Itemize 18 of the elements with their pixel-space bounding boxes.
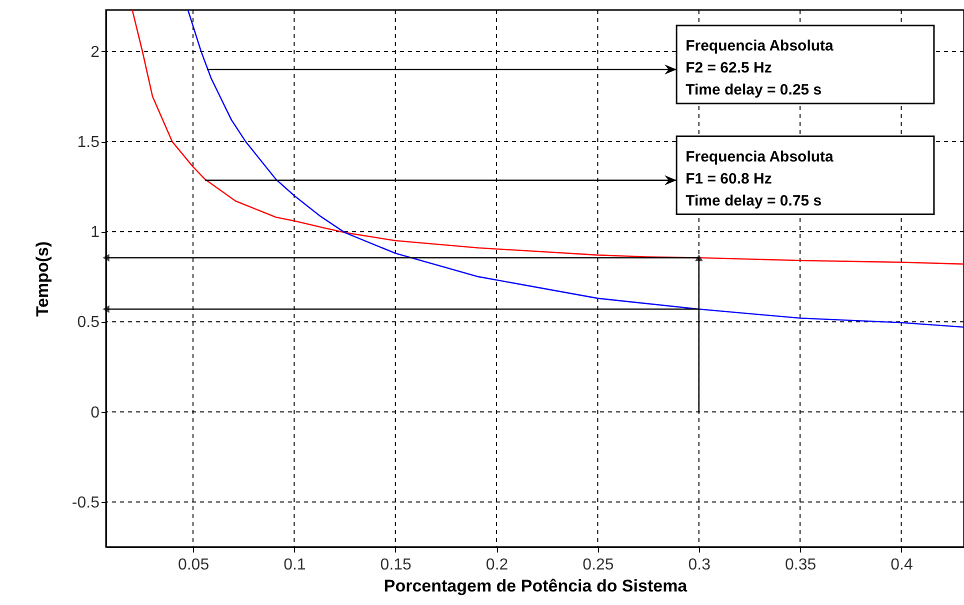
annotation: Frequencia Absoluta F2 = 62.5 Hz Time delay = 0.25 s [686,37,834,98]
y-tick-label: 1.5 [77,134,100,152]
y-axis-title: Tempo(s) [32,241,52,317]
x-tick-label: 0.4 [890,556,913,574]
x-tick-label: 0.05 [178,556,210,574]
y-tick-label: 0.5 [77,314,100,332]
y-tick-label: -0.5 [72,494,100,512]
y-tick-label: 0 [90,404,100,422]
y-tick-label: 2 [90,44,100,61]
x-axis-title: Porcentagem de Potência do Sistema [384,576,688,596]
y-tick-label: 1 [90,224,100,242]
x-tick-label: 0.1 [284,556,306,574]
x-tick-label: 0.25 [582,556,614,574]
x-tick-label: 0.3 [688,556,711,574]
x-tick-label: 0.15 [380,556,412,574]
annotation: Frequencia Absoluta F1 = 60.8 Hz Time delay = 0.75 s [686,148,834,210]
x-tick-label: 0.2 [486,556,508,574]
x-tick-label: 0.35 [785,556,816,574]
